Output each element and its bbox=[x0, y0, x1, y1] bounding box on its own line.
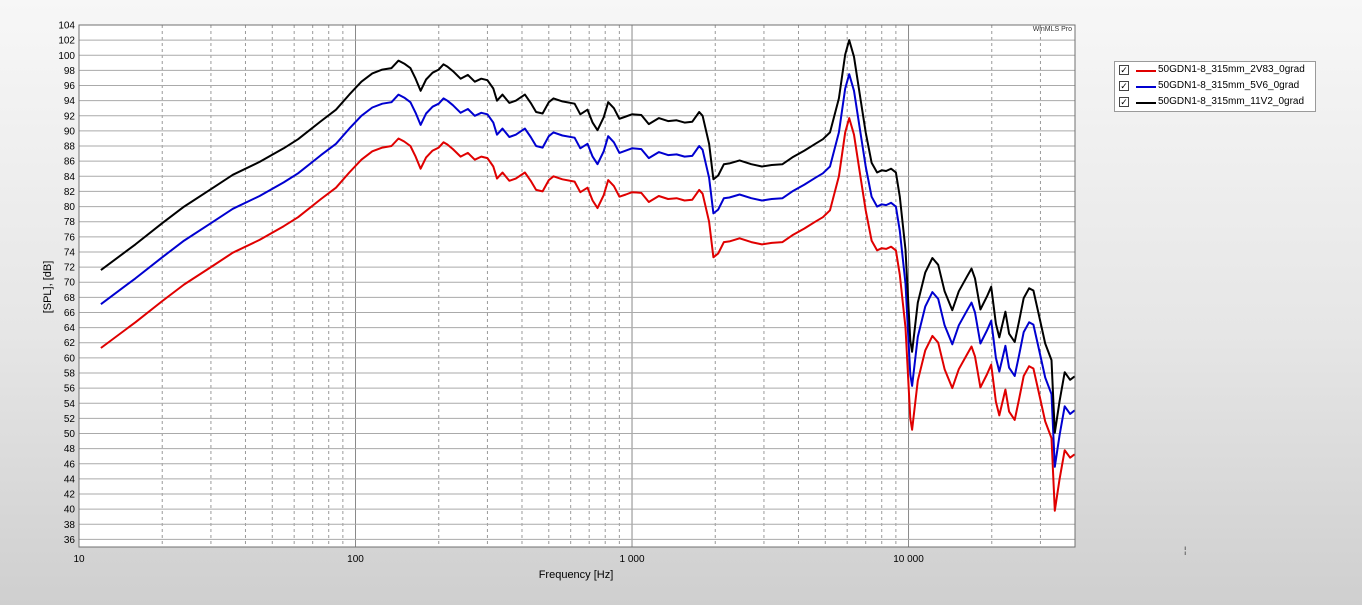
checkbox-checked-icon[interactable]: ✓ bbox=[1119, 97, 1129, 107]
y-tick-label: 80 bbox=[64, 202, 76, 213]
legend: ✓ 50GDN1-8_315mm_2V83_0grad ✓ 50GDN1-8_3… bbox=[1114, 61, 1316, 112]
y-tick-label: 94 bbox=[64, 96, 76, 107]
x-tick-label: 1 000 bbox=[620, 554, 645, 565]
y-tick-label: 82 bbox=[64, 187, 76, 198]
y-tick-label: 46 bbox=[64, 459, 76, 470]
x-tick-label: 10 000 bbox=[893, 554, 924, 565]
y-tick-label: 90 bbox=[64, 126, 76, 137]
legend-item[interactable]: ✓ 50GDN1-8_315mm_11V2_0grad bbox=[1117, 96, 1313, 111]
y-tick-label: 64 bbox=[64, 323, 76, 334]
y-axis-label: [SPL], [dB] bbox=[42, 261, 54, 314]
checkbox-checked-icon[interactable]: ✓ bbox=[1119, 65, 1129, 75]
y-tick-label: 102 bbox=[58, 36, 75, 47]
y-tick-label: 58 bbox=[64, 369, 76, 380]
y-tick-label: 44 bbox=[64, 474, 76, 485]
legend-swatch bbox=[1136, 86, 1156, 88]
y-tick-label: 74 bbox=[64, 247, 76, 258]
plot-background bbox=[79, 25, 1075, 547]
series-line bbox=[100, 39, 1075, 434]
y-tick-label: 38 bbox=[64, 520, 76, 531]
legend-label: 50GDN1-8_315mm_11V2_0grad bbox=[1158, 96, 1305, 107]
checkbox-checked-icon[interactable]: ✓ bbox=[1119, 81, 1129, 91]
y-tick-label: 78 bbox=[64, 217, 76, 228]
y-tick-label: 60 bbox=[64, 353, 76, 364]
y-tick-label: 100 bbox=[58, 51, 75, 62]
legend-item[interactable]: ✓ 50GDN1-8_315mm_5V6_0grad bbox=[1117, 80, 1313, 95]
y-tick-label: 48 bbox=[64, 444, 76, 455]
y-tick-label: 98 bbox=[64, 66, 76, 77]
plot-frame bbox=[78, 24, 1076, 548]
y-tick-label: 36 bbox=[64, 535, 76, 546]
y-tick-label: 66 bbox=[64, 308, 76, 319]
x-tick-label: 100 bbox=[347, 554, 364, 565]
y-tick-label: 54 bbox=[64, 399, 76, 410]
y-tick-label: 104 bbox=[58, 21, 75, 32]
x-axis-label: Frequency [Hz] bbox=[539, 569, 614, 581]
y-tick-label: 56 bbox=[64, 384, 76, 395]
y-tick-label: 68 bbox=[64, 293, 76, 304]
y-tick-label: 52 bbox=[64, 414, 76, 425]
y-tick-label: 92 bbox=[64, 111, 76, 122]
y-tick-label: 88 bbox=[64, 142, 76, 153]
y-tick-label: 62 bbox=[64, 338, 76, 349]
x-tick-label: 10 bbox=[73, 554, 85, 565]
series-line bbox=[100, 117, 1075, 512]
legend-label: 50GDN1-8_315mm_5V6_0grad bbox=[1158, 80, 1300, 91]
y-tick-label: 84 bbox=[64, 172, 76, 183]
y-tick-label: 70 bbox=[64, 278, 76, 289]
brand-watermark: WinMLS Pro bbox=[1033, 26, 1072, 33]
y-tick-label: 72 bbox=[64, 263, 76, 274]
y-tick-label: 76 bbox=[64, 232, 76, 243]
legend-swatch bbox=[1136, 102, 1156, 104]
y-tick-label: 96 bbox=[64, 81, 76, 92]
legend-label: 50GDN1-8_315mm_2V83_0grad bbox=[1158, 64, 1305, 75]
y-tick-label: 42 bbox=[64, 490, 76, 501]
y-tick-label: 50 bbox=[64, 429, 76, 440]
legend-swatch bbox=[1136, 70, 1156, 72]
plot-area: 36 38 40 42 44 46 48 50 52 54 56 58 60 62 64 66 68 70 72 74… bbox=[58, 21, 1076, 565]
legend-item[interactable]: ✓ 50GDN1-8_315mm_2V83_0grad bbox=[1117, 64, 1313, 79]
y-tick-label: 86 bbox=[64, 157, 76, 168]
y-tick-label: 40 bbox=[64, 505, 76, 516]
series-line bbox=[100, 73, 1075, 468]
cursor-marker: ¦ bbox=[1184, 545, 1187, 555]
